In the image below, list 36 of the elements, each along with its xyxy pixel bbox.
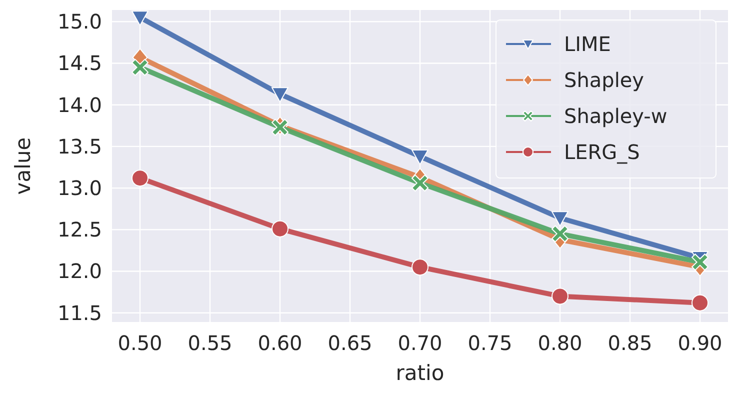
x-tick-label: 0.85 xyxy=(608,331,652,355)
x-tick-label: 0.80 xyxy=(538,331,582,355)
y-tick-label: 12.5 xyxy=(57,218,102,242)
x-tick-label: 0.55 xyxy=(188,331,232,355)
point xyxy=(692,254,708,271)
x-axis-title: ratio xyxy=(396,361,444,385)
x-tick-label: 0.90 xyxy=(678,331,722,355)
y-tick-label: 12.0 xyxy=(57,259,102,284)
y-tick-label: 13.0 xyxy=(57,176,102,200)
point xyxy=(272,220,288,238)
legend-label: LERG_S xyxy=(564,140,640,164)
y-tick-label: 11.5 xyxy=(57,300,102,325)
y-tick-label: 13.5 xyxy=(57,134,102,158)
point xyxy=(412,150,428,165)
point xyxy=(272,87,288,103)
point xyxy=(132,170,148,187)
point xyxy=(552,288,568,305)
point xyxy=(412,174,428,192)
y-tick-label: 15.0 xyxy=(57,10,102,34)
point xyxy=(412,258,428,276)
point xyxy=(552,225,568,242)
x-tick-label: 0.50 xyxy=(118,331,162,355)
point xyxy=(132,10,148,26)
point xyxy=(692,294,708,312)
point xyxy=(552,211,568,226)
point xyxy=(132,58,148,76)
x-tick-label: 0.75 xyxy=(468,331,512,355)
x-tick-label: 0.70 xyxy=(398,331,442,355)
legend-label: LIME xyxy=(564,32,611,56)
y-tick-label: 14.5 xyxy=(57,51,102,76)
y-tick-label: 14.0 xyxy=(57,92,102,117)
x-tick-label: 0.65 xyxy=(328,331,372,355)
legend-label: Shapley xyxy=(564,68,644,92)
x-tick-label: 0.60 xyxy=(258,331,302,355)
y-axis-title: value xyxy=(11,137,35,195)
legend-label: Shapley-w xyxy=(564,104,668,128)
